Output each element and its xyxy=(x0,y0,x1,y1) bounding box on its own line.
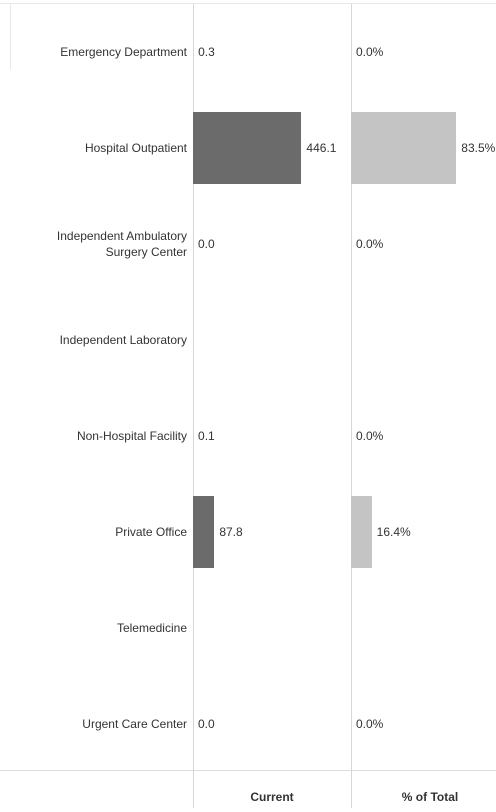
value-label: 0.0% xyxy=(356,45,384,59)
value-label: 0.0% xyxy=(356,429,384,443)
divider-line xyxy=(10,3,11,69)
category-label: Independent Ambulatory Surgery Center xyxy=(56,229,187,259)
divider-line xyxy=(0,770,496,771)
column-header: % of Total xyxy=(401,790,459,804)
value-label: 83.5% xyxy=(461,141,496,155)
value-label: 0.0% xyxy=(356,717,384,731)
category-label: Urgent Care Center xyxy=(82,717,187,731)
category-label: Non-Hospital Facility xyxy=(76,429,187,443)
value-label: 0.0% xyxy=(356,237,384,251)
panel-line xyxy=(193,4,194,808)
value-label: 0.0 xyxy=(198,717,215,731)
bar xyxy=(193,496,215,568)
divider-line xyxy=(0,3,496,4)
value-label: 87.8 xyxy=(219,525,243,539)
value-label: 0.3 xyxy=(198,45,215,59)
category-label: Independent Laboratory xyxy=(59,333,187,347)
value-label: 0.1 xyxy=(198,429,215,443)
column-header: Current xyxy=(250,790,294,804)
value-label: 446.1 xyxy=(306,141,337,155)
panel-line xyxy=(351,4,352,808)
bar xyxy=(193,112,302,184)
category-label: Private Office xyxy=(115,525,187,539)
value-label: 16.4% xyxy=(376,525,411,539)
value-label: 0.0 xyxy=(198,237,215,251)
category-label: Emergency Department xyxy=(60,45,187,59)
category-label: Hospital Outpatient xyxy=(84,141,187,155)
bar xyxy=(351,496,372,568)
bar xyxy=(351,112,457,184)
category-label: Telemedicine xyxy=(116,621,187,635)
